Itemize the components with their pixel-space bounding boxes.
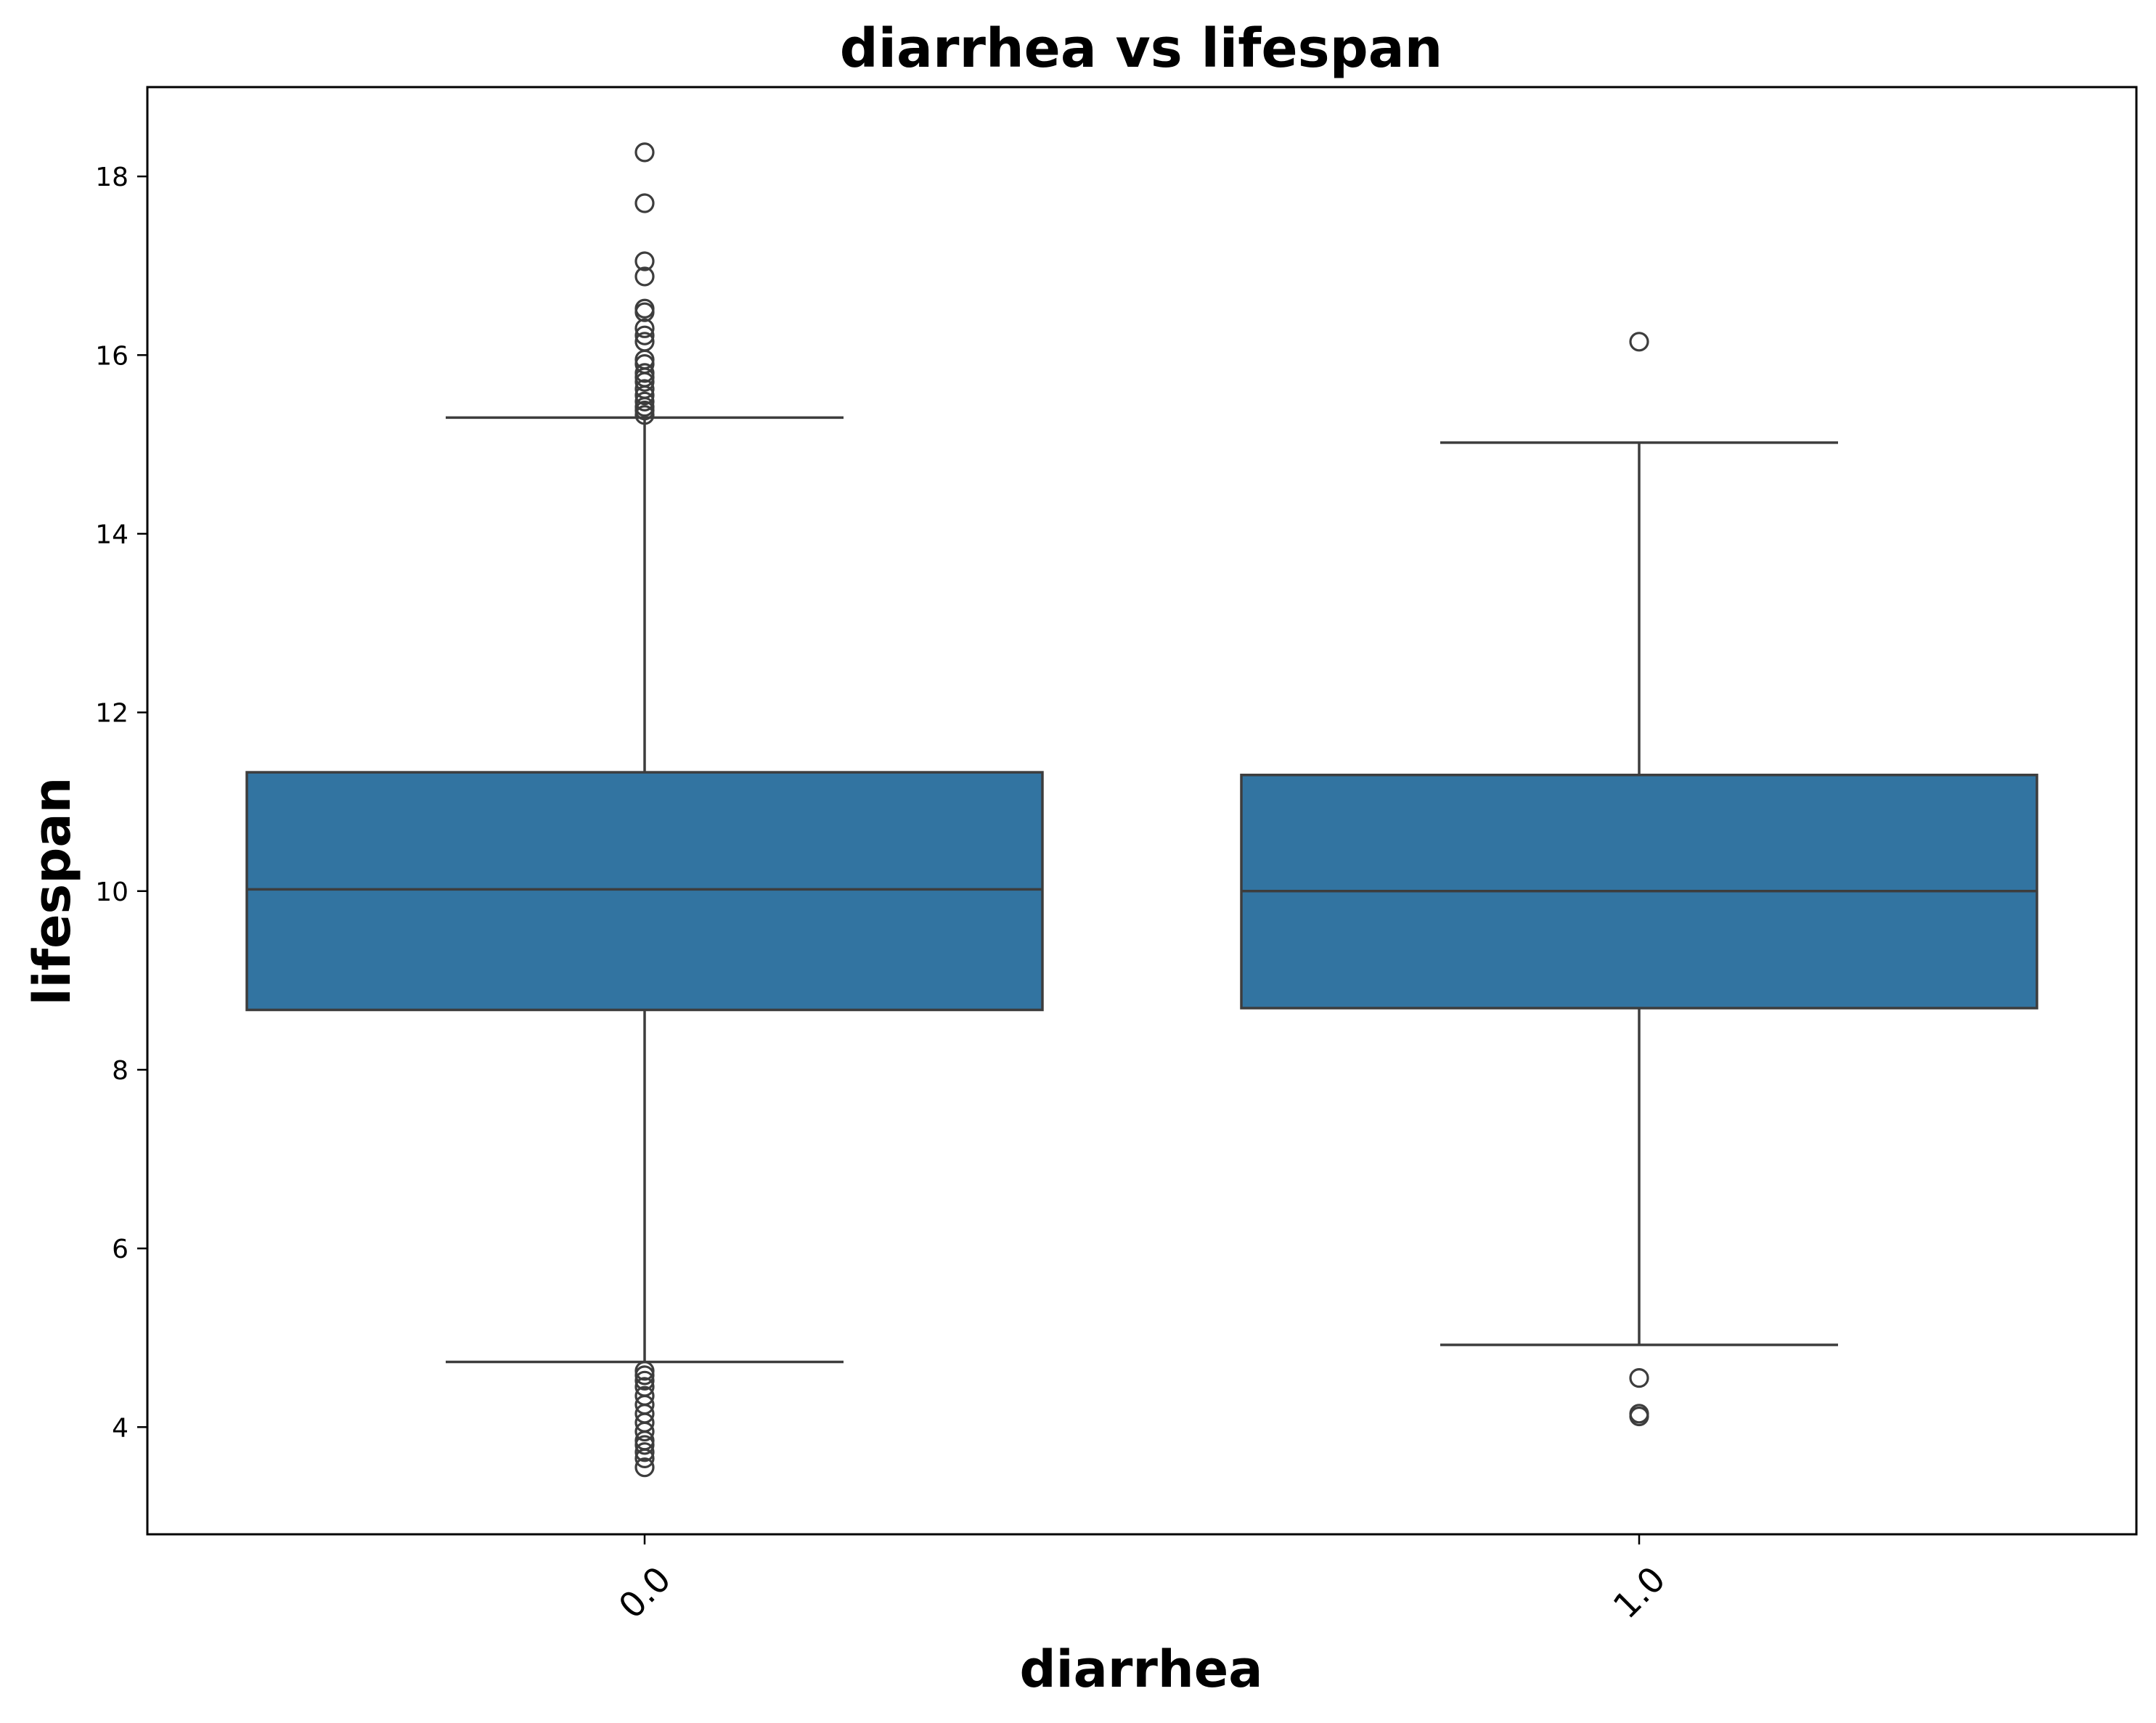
axes-frame xyxy=(146,86,2138,1536)
y-tick-label: 12 xyxy=(95,699,128,729)
box-group-0.0 xyxy=(245,142,1044,1478)
outlier-point xyxy=(634,385,655,406)
x-tick-label: 0.0 xyxy=(611,1559,679,1627)
outlier-point xyxy=(634,142,655,163)
outlier-point xyxy=(634,1421,655,1442)
y-tick-label: 4 xyxy=(112,1413,128,1443)
outlier-point xyxy=(634,251,655,271)
x-axis: 0.0 1.0 xyxy=(611,1534,1674,1627)
outlier-point xyxy=(634,1370,655,1391)
chart-title: diarrhea vs lifespan xyxy=(840,17,1443,80)
outlier-point xyxy=(634,372,655,392)
outlier-point xyxy=(634,1435,655,1455)
outlier-point xyxy=(634,302,655,322)
x-tick-label: 1.0 xyxy=(1606,1559,1674,1627)
y-tick-label: 8 xyxy=(112,1056,128,1086)
y-tick-label: 10 xyxy=(95,877,128,907)
plot-area xyxy=(245,142,2038,1478)
outlier-point xyxy=(634,325,655,345)
y-tick-label: 18 xyxy=(95,163,128,192)
outlier-point xyxy=(634,1365,655,1386)
outlier-point xyxy=(634,405,655,425)
y-tick-label: 14 xyxy=(95,520,128,549)
outlier-point xyxy=(1629,1406,1649,1427)
y-axis-label: lifespan xyxy=(23,777,82,1006)
y-axis: 4 6 8 10 12 14 16 18 xyxy=(95,163,147,1443)
outlier-point xyxy=(634,193,655,213)
box-group-1.0 xyxy=(1240,332,2038,1427)
outlier-point xyxy=(634,266,655,287)
outlier-point xyxy=(634,318,655,338)
outlier-point xyxy=(634,1448,655,1468)
outlier-point xyxy=(634,1442,655,1462)
y-tick-label: 6 xyxy=(112,1235,128,1264)
box-iqr xyxy=(245,771,1044,1012)
y-tick-label: 16 xyxy=(95,341,128,371)
outlier-point xyxy=(634,391,655,412)
outlier-point xyxy=(1629,332,1649,352)
x-axis-label: diarrhea xyxy=(1020,1640,1263,1699)
outlier-point xyxy=(1629,1367,1649,1388)
outlier-point xyxy=(634,1457,655,1478)
